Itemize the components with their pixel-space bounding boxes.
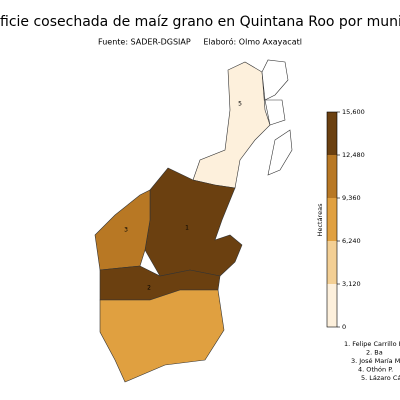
map-label: 2 (147, 285, 151, 292)
colorbar-segment (327, 155, 337, 198)
map-label: 3 (124, 227, 128, 234)
region-north-white (261, 59, 289, 101)
region-3 (94, 189, 151, 271)
title: ficie cosechada de maíz grano en Quintan… (0, 14, 400, 30)
legend-entry: 1. Felipe Carrillo P (344, 340, 400, 348)
subtitle: Fuente: SADER-DGSIAP Elaboró: Olmo Axaya… (98, 37, 302, 47)
legend: 1. Felipe Carrillo P2. Ba3. José María M… (344, 340, 400, 382)
legend-entry: 4. Othón P. (358, 366, 393, 374)
colorbar-segment (327, 112, 337, 155)
map-labels: 5 3 1 2 (124, 101, 242, 292)
colorbar-segment (327, 241, 337, 284)
colorbar-tick-label: 9,360 (342, 194, 361, 202)
colorbar-tick-label: 0 (342, 323, 346, 331)
legend-entry: 3. José María M (351, 357, 400, 365)
colorbar-tick-label: 6,240 (342, 237, 361, 245)
colorbar-segment (327, 284, 337, 327)
region-north (192, 61, 271, 189)
colorbar-frame (326, 111, 338, 328)
region-north-white (264, 99, 286, 126)
map (94, 59, 293, 383)
region-south (99, 289, 225, 383)
region-1 (144, 167, 243, 277)
region-island (267, 129, 293, 176)
legend-entry: 5. Lázaro Cá (361, 374, 400, 382)
colorbar: 0 3,120 6,240 9,360 12,480 15,600 Hectáreas (316, 108, 365, 331)
colorbar-tick-label: 12,480 (342, 151, 365, 159)
map-label: 5 (238, 101, 242, 108)
map-label: 1 (185, 225, 189, 232)
colorbar-tick-label: 15,600 (342, 108, 365, 116)
colorbar-label: Hectáreas (316, 203, 324, 237)
colorbar-segment (327, 198, 337, 241)
legend-entry: 2. Ba (366, 349, 383, 357)
colorbar-tick-label: 3,120 (342, 280, 361, 288)
